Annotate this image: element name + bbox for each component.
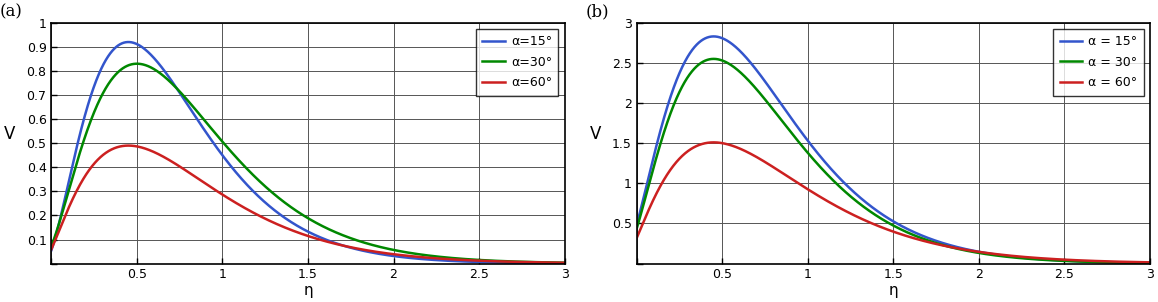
Line: α=60°: α=60° (51, 146, 565, 263)
α = 15° (1078, 260, 1092, 263)
α=30° (103, 80, 117, 84)
α=15° (264, 205, 278, 209)
α = 60° (1133, 260, 1146, 264)
α = 60° (706, 140, 720, 144)
α = 60° (630, 236, 644, 240)
Line: α = 15°: α = 15° (637, 37, 1150, 263)
α=60° (492, 260, 506, 263)
α = 60° (719, 142, 733, 146)
Legend: α = 15°, α = 30°, α = 60°: α = 15°, α = 30°, α = 60° (1054, 29, 1144, 95)
α = 30° (688, 66, 702, 69)
α=60° (548, 261, 562, 265)
α = 30° (827, 179, 841, 183)
X-axis label: η: η (303, 283, 313, 298)
α = 15° (827, 170, 841, 174)
α = 30° (719, 60, 733, 64)
α=30° (133, 62, 147, 66)
Text: (a): (a) (0, 4, 23, 21)
X-axis label: η: η (888, 283, 899, 298)
α = 30° (849, 199, 863, 203)
Y-axis label: V: V (589, 125, 601, 143)
α = 15° (1143, 261, 1157, 265)
α=15° (103, 52, 117, 56)
α = 30° (1143, 261, 1157, 265)
α=15° (558, 262, 572, 265)
α=60° (133, 145, 147, 149)
α=30° (558, 261, 572, 265)
Line: α=15°: α=15° (51, 42, 565, 263)
Line: α = 30°: α = 30° (637, 59, 1150, 263)
α=30° (44, 244, 58, 248)
α=60° (264, 220, 278, 223)
α=60° (241, 208, 255, 212)
α = 60° (1143, 261, 1157, 264)
α=15° (548, 262, 562, 265)
α=30° (548, 261, 562, 264)
α = 30° (1078, 260, 1092, 264)
α = 60° (849, 214, 863, 218)
α = 30° (706, 57, 720, 61)
α = 15° (719, 38, 733, 42)
α=15° (492, 261, 506, 264)
α=15° (44, 248, 58, 252)
α=15° (241, 185, 255, 188)
Text: (b): (b) (585, 4, 609, 21)
α=60° (103, 149, 117, 152)
α=15° (133, 44, 147, 48)
α = 60° (1078, 259, 1092, 262)
Legend: α=15°, α=30°, α=60°: α=15°, α=30°, α=60° (476, 29, 558, 95)
α = 60° (688, 145, 702, 149)
α=30° (130, 62, 144, 66)
α=60° (558, 261, 572, 265)
α = 15° (630, 223, 644, 227)
Y-axis label: V: V (5, 125, 15, 143)
α=60° (44, 247, 58, 251)
α = 15° (706, 35, 720, 38)
Line: α=30°: α=30° (51, 64, 565, 263)
α=30° (264, 189, 278, 193)
α = 15° (849, 192, 863, 196)
α=60° (122, 144, 135, 147)
α=30° (492, 259, 506, 263)
Line: α = 60°: α = 60° (637, 142, 1150, 262)
α=30° (241, 169, 255, 172)
α=15° (122, 40, 135, 44)
α = 30° (630, 227, 644, 231)
α = 60° (827, 203, 841, 207)
α = 15° (688, 44, 702, 48)
α = 15° (1133, 261, 1146, 265)
α = 30° (1133, 261, 1146, 265)
